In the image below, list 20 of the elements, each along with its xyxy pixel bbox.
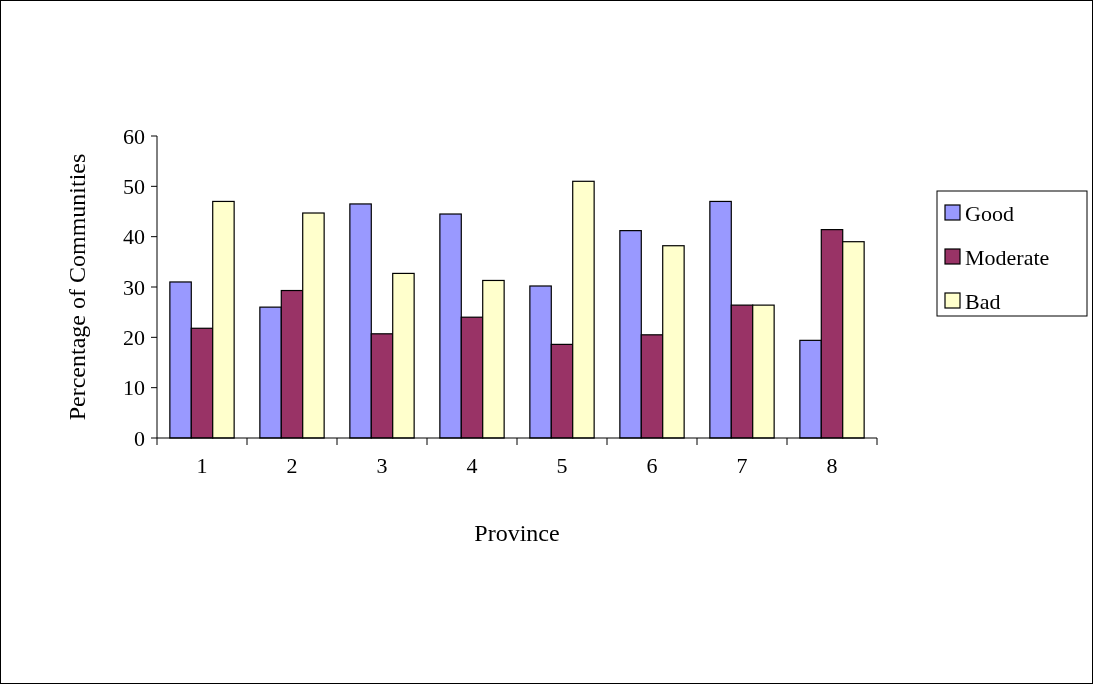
y-tick-label: 50	[123, 174, 145, 200]
y-tick-label: 10	[123, 375, 145, 401]
legend-label: Good	[965, 200, 1014, 226]
x-tick-label: 3	[376, 453, 388, 478]
legend-label: Bad	[965, 288, 1001, 314]
x-tick-label: 6	[646, 453, 658, 478]
x-axis-title: Province	[474, 520, 560, 546]
x-tick-label: 8	[826, 453, 838, 478]
x-tick-label: 5	[556, 453, 568, 478]
x-tick-label: 7	[736, 453, 748, 478]
y-tick-label: 60	[123, 123, 145, 149]
y-tick-label: 40	[123, 224, 145, 250]
x-tick-label: 1	[196, 453, 208, 478]
y-tick-label: 20	[123, 325, 145, 351]
legend-label: Moderate	[965, 244, 1050, 270]
y-axis-title: Percentage of Communities	[64, 153, 90, 421]
x-tick-label: 2	[286, 453, 298, 478]
y-tick-label: 0	[134, 425, 145, 451]
y-tick-label: 30	[123, 274, 145, 300]
x-tick-label: 4	[466, 453, 478, 478]
